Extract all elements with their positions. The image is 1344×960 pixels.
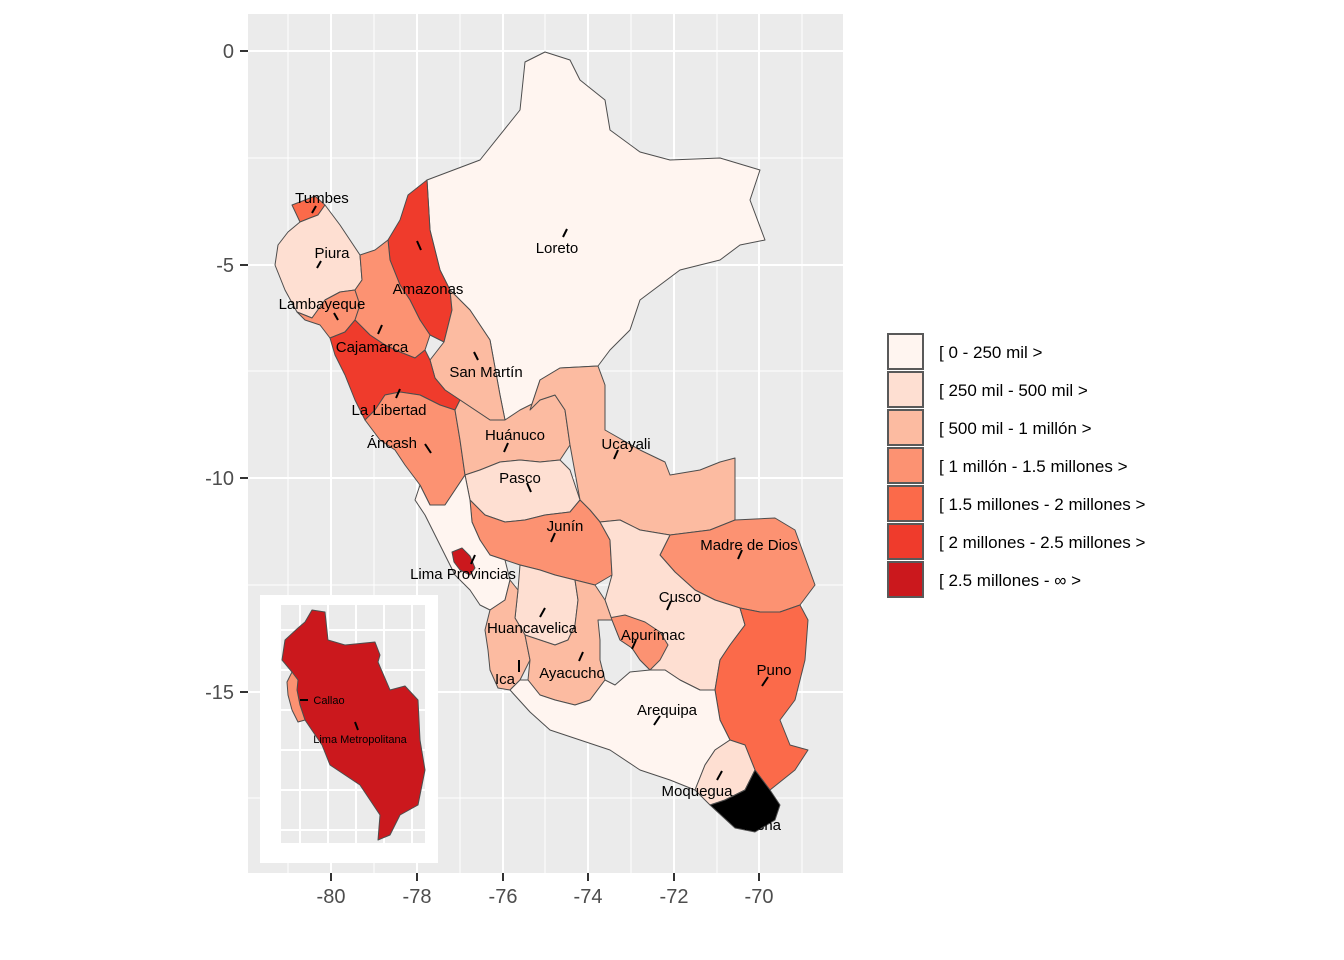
label-junin: Junín (547, 518, 584, 535)
legend: [ 0 - 250 mil > [ 250 mil - 500 mil > [ … (887, 333, 1146, 598)
label-ancash: Áncash (367, 435, 417, 452)
label-la-libertad: La Libertad (351, 402, 426, 419)
label-arequipa: Arequipa (637, 702, 698, 719)
label-lima-provincias: Lima Provincias (410, 566, 516, 583)
y-axis (240, 50, 248, 693)
label-leaders (311, 205, 769, 815)
label-ucayali: Ucayali (601, 436, 650, 453)
label-cusco: Cusco (659, 589, 702, 606)
legend-key-3 (887, 447, 924, 484)
region-lima-metro-small (451, 547, 476, 576)
label-cajamarca: Cajamarca (336, 339, 409, 356)
label-huancavelica: Huancavelica (487, 620, 578, 637)
label-apurimac: Apurímac (621, 627, 686, 644)
label-tumbes: Tumbes (295, 190, 349, 207)
legend-label: [ 250 mil - 500 mil > (939, 381, 1088, 400)
inset-label-lima-metropolitana: Lima Metropolitana (313, 734, 407, 746)
y-tick-label: -15 (205, 682, 234, 704)
label-tacna: Tacna (741, 817, 782, 834)
label-loreto: Loreto (536, 240, 579, 257)
label-puno: Puno (756, 662, 791, 679)
legend-key-0 (887, 333, 924, 370)
legend-label: [ 500 mil - 1 millón > (939, 419, 1092, 438)
y-tick-label: 0 (223, 41, 234, 63)
x-tick-label: -72 (660, 886, 689, 908)
inset-region-callao (286, 671, 306, 723)
label-ayacucho: Ayacucho (539, 665, 605, 682)
legend-key-2 (887, 409, 924, 446)
x-axis (330, 873, 760, 881)
label-piura: Piura (314, 245, 350, 262)
legend-label: [ 1 millón - 1.5 millones > (939, 457, 1128, 476)
x-tick-label: -74 (574, 886, 603, 908)
label-madre-de-dios: Madre de Dios (700, 537, 798, 554)
label-huanuco: Huánuco (485, 427, 545, 444)
label-san-martin: San Martín (449, 364, 522, 381)
x-tick-label: -80 (317, 886, 346, 908)
label-pasco: Pasco (499, 470, 541, 487)
x-tick-label: -78 (403, 886, 432, 908)
y-tick-label: -10 (205, 468, 234, 490)
legend-label: [ 2 millones - 2.5 millones > (939, 533, 1146, 552)
x-tick-label: -70 (745, 886, 774, 908)
label-ica: Ica (495, 671, 516, 688)
y-tick-label: -5 (216, 255, 234, 277)
x-tick-label: -76 (489, 886, 518, 908)
label-lambayeque: Lambayeque (279, 296, 366, 313)
region-labels: Tumbes Piura Lambayeque Amazonas Loreto … (279, 190, 798, 834)
inset-map: Callao Lima Metropolitana (260, 595, 438, 863)
region-tacna (709, 769, 781, 833)
legend-key-5 (887, 523, 924, 560)
region-arequipa (509, 669, 731, 791)
legend-label: [ 0 - 250 mil > (939, 343, 1043, 362)
label-amazonas: Amazonas (393, 281, 464, 298)
inset-label-callao: Callao (313, 695, 344, 707)
legend-key-4 (887, 485, 924, 522)
legend-label: [ 2.5 millones - ∞ > (939, 571, 1081, 590)
legend-label: [ 1.5 millones - 2 millones > (939, 495, 1146, 514)
legend-key-1 (887, 371, 924, 408)
label-moquegua: Moquegua (662, 783, 734, 800)
region-apurimac (597, 614, 669, 671)
legend-key-6 (887, 561, 924, 598)
